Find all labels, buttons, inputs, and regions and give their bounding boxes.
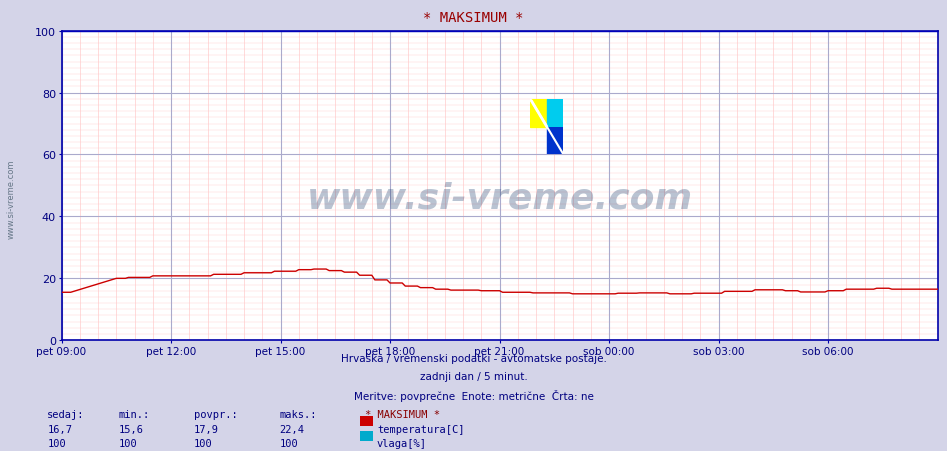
Bar bbox=[546, 127, 563, 155]
Text: povpr.:: povpr.: bbox=[194, 409, 238, 419]
Text: 100: 100 bbox=[47, 438, 66, 448]
Text: sedaj:: sedaj: bbox=[47, 409, 85, 419]
Polygon shape bbox=[546, 100, 563, 127]
Text: temperatura[C]: temperatura[C] bbox=[377, 424, 464, 434]
Bar bbox=[546, 100, 563, 127]
Text: min.:: min.: bbox=[118, 409, 150, 419]
Text: 100: 100 bbox=[194, 438, 213, 448]
Text: 22,4: 22,4 bbox=[279, 424, 304, 434]
Text: * MAKSIMUM *: * MAKSIMUM * bbox=[365, 409, 439, 419]
Polygon shape bbox=[546, 127, 563, 155]
Text: * MAKSIMUM *: * MAKSIMUM * bbox=[423, 11, 524, 25]
Text: 100: 100 bbox=[118, 438, 137, 448]
Text: maks.:: maks.: bbox=[279, 409, 317, 419]
Bar bbox=[530, 100, 546, 127]
Text: 17,9: 17,9 bbox=[194, 424, 219, 434]
Text: www.si-vreme.com: www.si-vreme.com bbox=[7, 159, 16, 238]
Text: 15,6: 15,6 bbox=[118, 424, 143, 434]
Text: 100: 100 bbox=[279, 438, 298, 448]
Text: Hrvaška / vremenski podatki - avtomatske postaje.: Hrvaška / vremenski podatki - avtomatske… bbox=[341, 353, 606, 363]
Text: 16,7: 16,7 bbox=[47, 424, 72, 434]
Text: zadnji dan / 5 minut.: zadnji dan / 5 minut. bbox=[420, 371, 527, 381]
Text: www.si-vreme.com: www.si-vreme.com bbox=[307, 181, 692, 216]
Text: Meritve: povprečne  Enote: metrične  Črta: ne: Meritve: povprečne Enote: metrične Črta:… bbox=[353, 389, 594, 401]
Text: vlaga[%]: vlaga[%] bbox=[377, 438, 427, 448]
